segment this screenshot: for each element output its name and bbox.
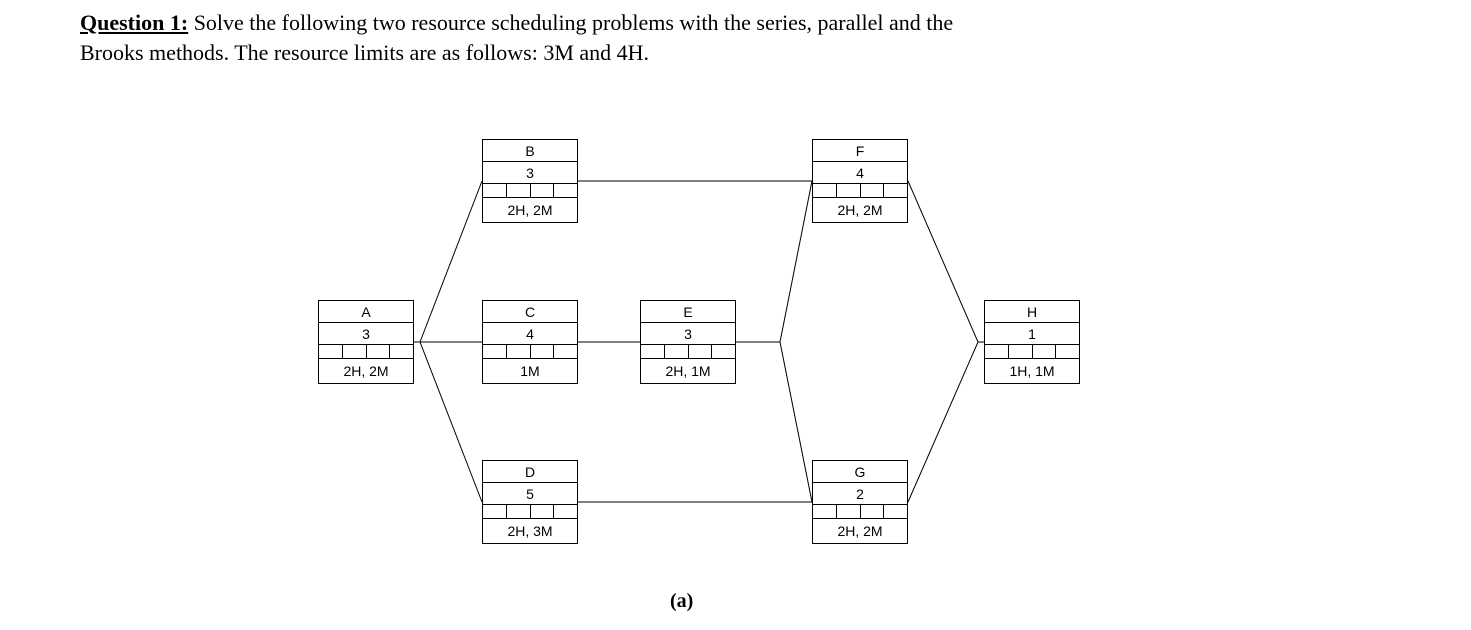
node-B-lf [554,184,577,197]
node-G-lf [884,505,907,518]
node-F-ef [837,184,861,197]
node-C: C 4 1M [482,300,578,384]
node-F-resources: 2H, 2M [813,198,907,222]
edge-G-H [908,342,984,502]
node-A-ls [367,345,391,358]
page-canvas: Question 1: Solve the following two reso… [0,0,1471,630]
node-F-duration: 4 [813,162,907,184]
node-H-es [985,345,1009,358]
node-D-gridrow [483,505,577,519]
node-E-gridrow [641,345,735,359]
node-B-es [483,184,507,197]
node-G-gridrow [813,505,907,519]
node-E-es [641,345,665,358]
node-F-gridrow [813,184,907,198]
edge-A-D [414,342,482,502]
node-F-ls [861,184,885,197]
node-E-id: E [641,301,735,323]
node-H-gridrow [985,345,1079,359]
node-F: F 4 2H, 2M [812,139,908,223]
node-B-gridrow [483,184,577,198]
node-B-id: B [483,140,577,162]
node-C-es [483,345,507,358]
node-A: A 3 2H, 2M [318,300,414,384]
node-C-id: C [483,301,577,323]
node-C-ef [507,345,531,358]
node-A-duration: 3 [319,323,413,345]
node-H-id: H [985,301,1079,323]
node-D-ef [507,505,531,518]
node-F-es [813,184,837,197]
node-B-resources: 2H, 2M [483,198,577,222]
node-H-resources: 1H, 1M [985,359,1079,383]
node-H-duration: 1 [985,323,1079,345]
node-A-resources: 2H, 2M [319,359,413,383]
edge-E-G [736,342,812,502]
node-D-duration: 5 [483,483,577,505]
node-B-duration: 3 [483,162,577,184]
node-D-ls [531,505,555,518]
node-C-gridrow [483,345,577,359]
node-D-lf [554,505,577,518]
edge-E-F [736,181,812,342]
node-G-resources: 2H, 2M [813,519,907,543]
node-G-ls [861,505,885,518]
node-B: B 3 2H, 2M [482,139,578,223]
node-A-ef [343,345,367,358]
edge-A-B [414,181,482,342]
node-G: G 2 2H, 2M [812,460,908,544]
node-E-duration: 3 [641,323,735,345]
node-B-ef [507,184,531,197]
node-H-lf [1056,345,1079,358]
node-G-es [813,505,837,518]
node-E-resources: 2H, 1M [641,359,735,383]
node-G-duration: 2 [813,483,907,505]
node-E-ef [665,345,689,358]
node-H-ef [1009,345,1033,358]
node-C-lf [554,345,577,358]
node-H-ls [1033,345,1057,358]
node-F-id: F [813,140,907,162]
node-D-resources: 2H, 3M [483,519,577,543]
node-A-id: A [319,301,413,323]
node-C-ls [531,345,555,358]
node-E-ls [689,345,713,358]
node-G-ef [837,505,861,518]
node-B-ls [531,184,555,197]
node-E-lf [712,345,735,358]
node-H: H 1 1H, 1M [984,300,1080,384]
node-F-lf [884,184,907,197]
node-E: E 3 2H, 1M [640,300,736,384]
node-D-es [483,505,507,518]
node-A-lf [390,345,413,358]
node-C-resources: 1M [483,359,577,383]
node-C-duration: 4 [483,323,577,345]
node-G-id: G [813,461,907,483]
edge-F-H [908,181,984,342]
node-D-id: D [483,461,577,483]
network-diagram: A 3 2H, 2M B 3 2H, 2M C 4 [0,0,1471,630]
node-A-es [319,345,343,358]
node-A-gridrow [319,345,413,359]
node-D: D 5 2H, 3M [482,460,578,544]
